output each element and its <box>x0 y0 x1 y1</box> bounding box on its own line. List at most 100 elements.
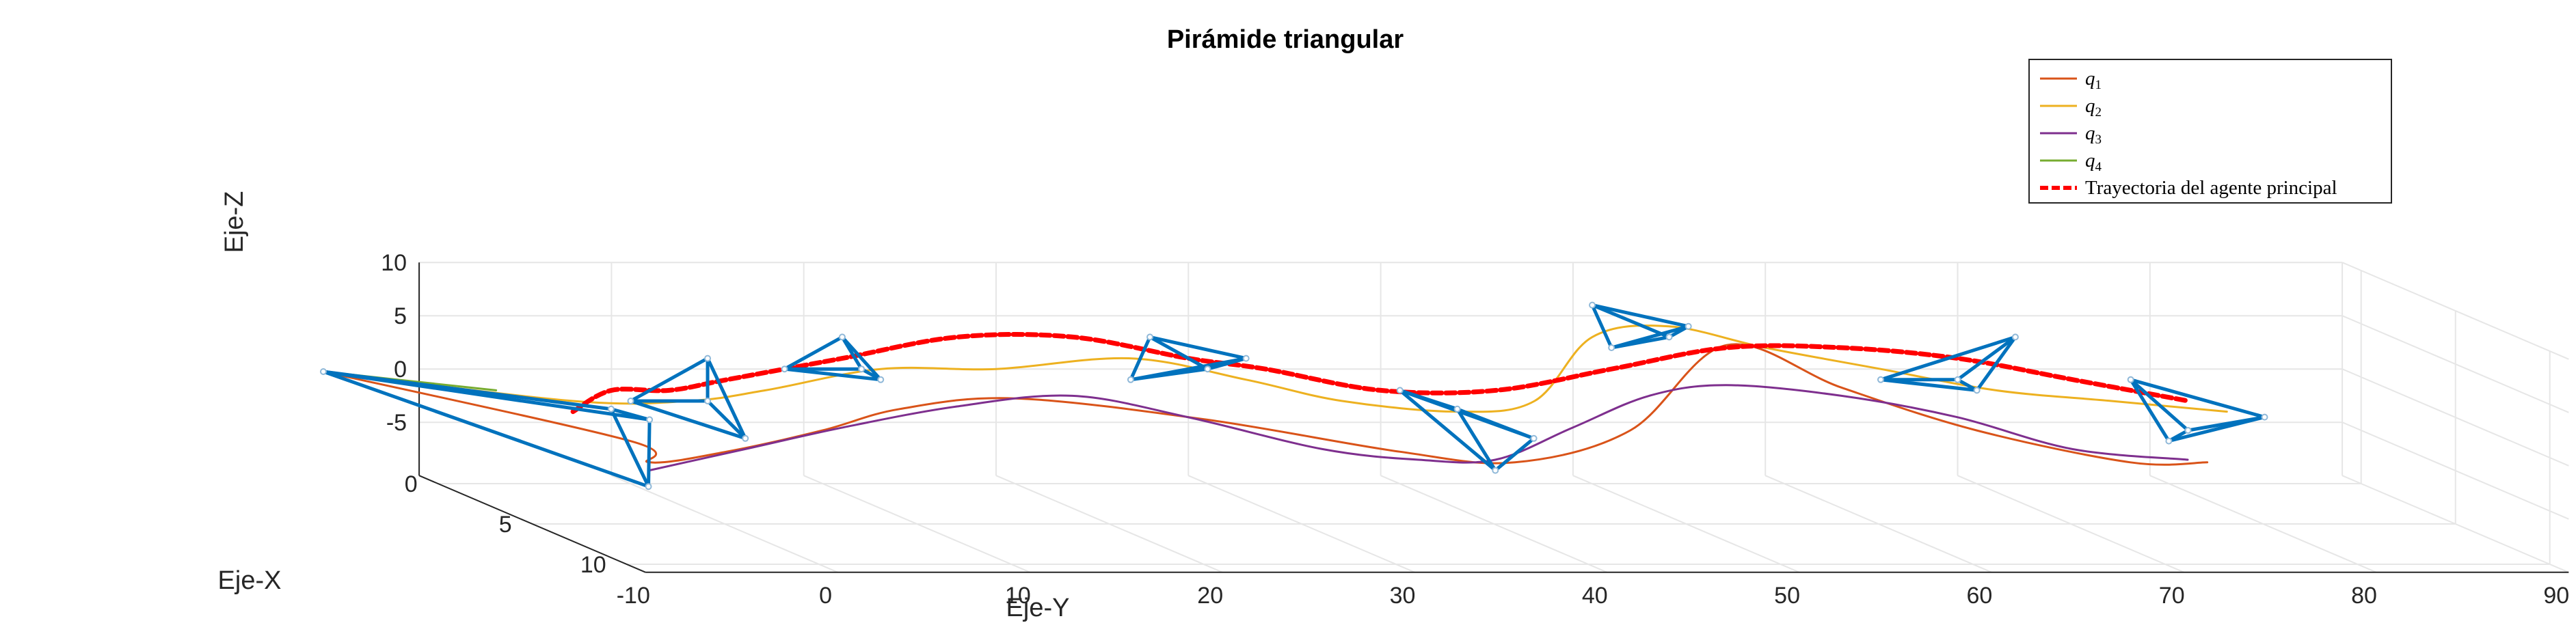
pyramid-vertex <box>607 405 615 413</box>
pyramid-vertex <box>1530 434 1538 442</box>
series-line-1 <box>322 343 2209 466</box>
pyramid-edge <box>629 357 710 403</box>
legend-label: q4 <box>2085 150 2102 174</box>
legend-item: q2 <box>2040 95 2102 120</box>
pyramid-edge <box>1956 335 2017 382</box>
y-tick-label: 40 <box>1582 583 1608 609</box>
y-tick-label: 60 <box>1966 583 1992 609</box>
pyramid-edge <box>1455 407 1497 473</box>
pyramid-edge <box>783 367 883 382</box>
pyramid-edge <box>1148 335 1248 361</box>
pyramid-edge <box>609 407 652 421</box>
z-axis-label: Eje-Z <box>220 191 249 253</box>
grid-line <box>2342 315 2569 413</box>
z-tick-label: -5 <box>386 410 407 436</box>
pyramid-vertex <box>1685 322 1692 330</box>
pyramid-vertex <box>1453 405 1461 413</box>
x-tick-label: 0 <box>405 471 418 497</box>
series-line-5 <box>570 332 2191 415</box>
pyramid-8 <box>2127 376 2268 445</box>
pyramid-vertex <box>2184 427 2192 434</box>
pyramid-vertex <box>1146 333 1154 341</box>
pyramid-edge <box>2166 415 2267 443</box>
pyramid-vertex <box>838 333 846 341</box>
pyramid-edge <box>2129 378 2267 419</box>
z-tick-label: 10 <box>381 250 407 276</box>
y-tick-label: -10 <box>617 583 650 609</box>
pyramid-edge <box>609 407 651 488</box>
y-tick-label: 20 <box>1197 583 1223 609</box>
pyramid-2 <box>627 355 749 442</box>
pyramid-3 <box>781 333 885 383</box>
chart-title: Pirámide triangular <box>1167 25 1404 54</box>
y-tick-label: 50 <box>1774 583 1800 609</box>
pyramid-edge <box>1455 407 1536 441</box>
pyramid-vertex <box>1954 376 1961 383</box>
pyramid-edge <box>2129 378 2190 432</box>
legend-label: q1 <box>2085 68 2102 92</box>
x-tick-label: 10 <box>580 552 606 578</box>
pyramid-edge <box>629 399 747 441</box>
pyramid-vertex <box>704 398 712 404</box>
pyramid-edge <box>1590 303 1691 329</box>
pyramid-vertex <box>2127 376 2134 383</box>
x-axis-label: Eje-X <box>218 566 282 595</box>
pyramid-edge <box>1879 378 1979 392</box>
pyramid-edge <box>1590 303 1613 350</box>
pyramid-vertex <box>742 434 749 442</box>
axes <box>418 262 2569 573</box>
y-tick-label: 70 <box>2159 583 2185 609</box>
legend-item: Trayectoria del agente principal <box>2040 177 2337 199</box>
y-tick-label: 90 <box>2543 583 2569 609</box>
legend-item: q3 <box>2040 122 2102 147</box>
pyramid-4 <box>1127 333 1250 383</box>
pyramid-vertex <box>646 416 654 424</box>
pyramid-vertex <box>877 376 885 383</box>
grid-line <box>2342 262 2569 360</box>
pyramid-vertex <box>1492 467 1499 474</box>
pyramid-layer <box>319 301 2268 490</box>
pyramid-vertex <box>1204 365 1211 373</box>
y-tick-label: 10 <box>1005 583 1031 609</box>
pyramid-edge <box>840 335 883 382</box>
pyramid-edge <box>2129 378 2171 443</box>
pyramid-edge <box>1129 357 1248 382</box>
z-tick-label: 0 <box>394 357 407 383</box>
grid-line <box>2342 368 2569 467</box>
pyramid-edge <box>321 370 651 488</box>
pyramid-edge <box>321 370 652 421</box>
legend-label: Trayectoria del agente principal <box>2085 177 2337 199</box>
pyramid-edge <box>1975 335 2017 392</box>
pyramid-vertex <box>1127 376 1134 383</box>
pyramid-7 <box>1877 333 2019 394</box>
pyramid-vertex <box>704 355 712 362</box>
pyramid-vertex <box>858 365 866 373</box>
legend-item: q4 <box>2040 150 2102 174</box>
pyramid-edge <box>647 417 652 488</box>
y-tick-label: 30 <box>1390 583 1416 609</box>
y-tick-label: 80 <box>2351 583 2377 609</box>
pyramid-edge <box>1148 335 1209 371</box>
legend-box <box>2028 59 2392 204</box>
pyramid-vertex <box>1665 333 1673 341</box>
legend-label: q2 <box>2085 95 2102 120</box>
grid-line <box>2342 421 2569 520</box>
pyramid-vertex <box>627 398 634 404</box>
pyramid-vertex <box>1396 387 1404 394</box>
pyramid-edge <box>706 357 747 441</box>
pyramid-1 <box>319 368 654 490</box>
pyramid-vertex <box>1877 376 1884 383</box>
pyramid-edge <box>1609 324 1691 350</box>
pyramid-6 <box>1589 301 1692 351</box>
pyramid-edge <box>706 399 747 441</box>
pyramid-vertex <box>2261 413 2268 421</box>
pyramid-edge <box>1493 437 1536 473</box>
y-axis-label: Eje-Y <box>1006 594 1070 622</box>
z-tick-label: 5 <box>394 303 407 329</box>
pyramid-vertex <box>319 368 327 375</box>
pyramid-edge <box>1590 303 1672 339</box>
series-layer <box>322 324 2228 472</box>
